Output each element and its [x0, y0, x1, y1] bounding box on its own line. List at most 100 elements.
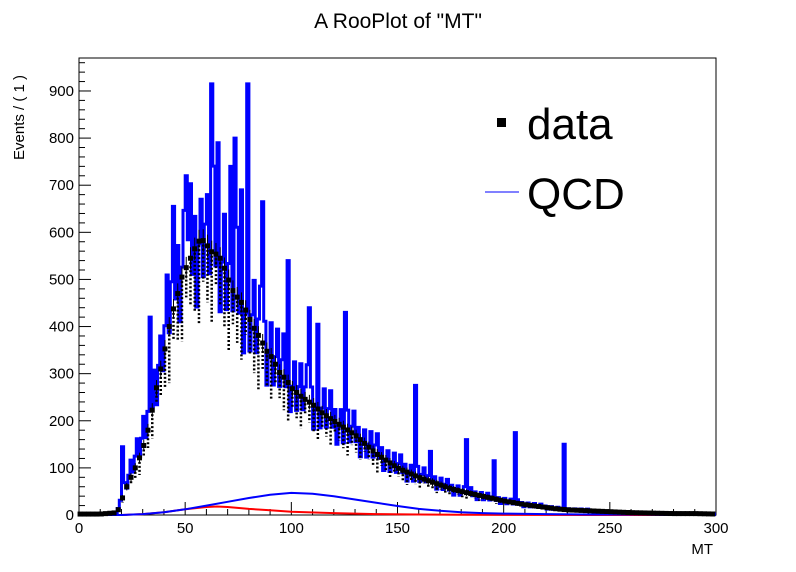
data-point — [468, 491, 474, 497]
data-point — [357, 437, 363, 443]
data-point — [455, 488, 461, 494]
data-point — [175, 291, 181, 297]
data-point — [281, 374, 287, 380]
legend-marker-data — [497, 118, 506, 127]
data-point — [591, 508, 597, 514]
data-point — [234, 294, 240, 300]
x-tick-label: 50 — [177, 520, 194, 537]
data-point — [430, 479, 436, 485]
data-point — [604, 509, 610, 515]
legend-label-qcd: QCD — [527, 170, 625, 219]
data-point — [459, 489, 465, 495]
data-point — [141, 443, 147, 449]
data-point — [154, 385, 160, 391]
data-point — [638, 510, 644, 516]
y-tick-label: 700 — [49, 177, 74, 194]
data-point — [697, 511, 703, 517]
data-point — [370, 448, 376, 454]
data-point — [684, 511, 690, 517]
data-point — [170, 306, 176, 312]
x-tick-label: 200 — [491, 520, 516, 537]
y-tick-label: 800 — [49, 130, 74, 147]
data-point — [243, 307, 249, 313]
y-tick-label: 500 — [49, 271, 74, 288]
data-point — [506, 499, 512, 505]
data-point — [315, 406, 321, 412]
data-point — [655, 510, 661, 516]
data-point — [145, 427, 151, 433]
data-point — [540, 504, 546, 510]
data-point — [396, 465, 402, 471]
data-point — [438, 482, 444, 488]
data-point — [578, 507, 584, 513]
data-point — [621, 509, 627, 515]
y-axis-title: Events / ( 1 ) — [11, 75, 28, 160]
data-point — [374, 451, 380, 457]
data-point — [179, 274, 185, 280]
data-point — [183, 265, 189, 271]
data-point — [204, 243, 210, 249]
data-point — [196, 238, 202, 244]
data-point — [404, 469, 410, 475]
data-point — [502, 498, 508, 504]
data-point — [132, 465, 138, 471]
data-point — [332, 418, 338, 424]
data-point — [187, 255, 193, 261]
data-point — [90, 511, 96, 517]
data-point — [689, 511, 695, 517]
data-point — [570, 507, 576, 513]
x-tick-label: 150 — [385, 520, 410, 537]
x-tick-label: 250 — [597, 520, 622, 537]
data-point — [548, 505, 554, 511]
data-point — [642, 510, 648, 516]
data-point — [434, 481, 440, 487]
data-point — [294, 390, 300, 396]
data-point — [103, 511, 109, 517]
component-curve-blue — [79, 491, 716, 516]
x-axis: 0 50 100 150 200 250 300 — [75, 502, 729, 537]
data-point — [676, 511, 682, 517]
data-point — [523, 502, 529, 508]
data-point — [200, 238, 206, 244]
data-point — [311, 402, 317, 408]
data-point — [353, 433, 359, 439]
data-point — [710, 511, 716, 517]
y-tick-label: 0 — [66, 507, 74, 524]
data-point — [442, 484, 448, 490]
x-tick-label: 300 — [703, 520, 728, 537]
y-tick-label: 900 — [49, 83, 74, 100]
data-point — [553, 506, 559, 512]
data-point — [349, 430, 355, 436]
data-point — [489, 495, 495, 501]
y-axis: 0 100 200 300 400 500 600 700 800 900 — [49, 62, 91, 524]
data-point — [120, 495, 126, 501]
data-point — [124, 484, 130, 490]
data-point — [158, 366, 164, 372]
y-tick-label: 400 — [49, 319, 74, 336]
data-point — [387, 460, 393, 466]
data-point — [251, 325, 257, 331]
data-point — [379, 454, 385, 460]
data-point — [464, 490, 470, 496]
data-point — [612, 509, 618, 515]
data-point — [693, 511, 699, 517]
data-point — [447, 485, 453, 491]
data-point — [472, 492, 478, 498]
data-point — [77, 511, 83, 517]
y-tick-label: 300 — [49, 366, 74, 383]
data-point — [86, 511, 92, 517]
data-point — [565, 507, 571, 513]
data-point — [111, 510, 117, 516]
data-point — [400, 467, 406, 473]
y-tick-label: 200 — [49, 413, 74, 430]
data-point — [497, 497, 503, 503]
data-point — [599, 508, 605, 514]
legend-label-data: data — [527, 100, 613, 149]
data-point — [557, 506, 563, 512]
data-point — [166, 324, 172, 330]
data-point — [625, 510, 631, 516]
data-point — [264, 348, 270, 354]
data-point — [302, 396, 308, 402]
qcd-histogram — [79, 82, 716, 516]
data-point — [667, 511, 673, 517]
